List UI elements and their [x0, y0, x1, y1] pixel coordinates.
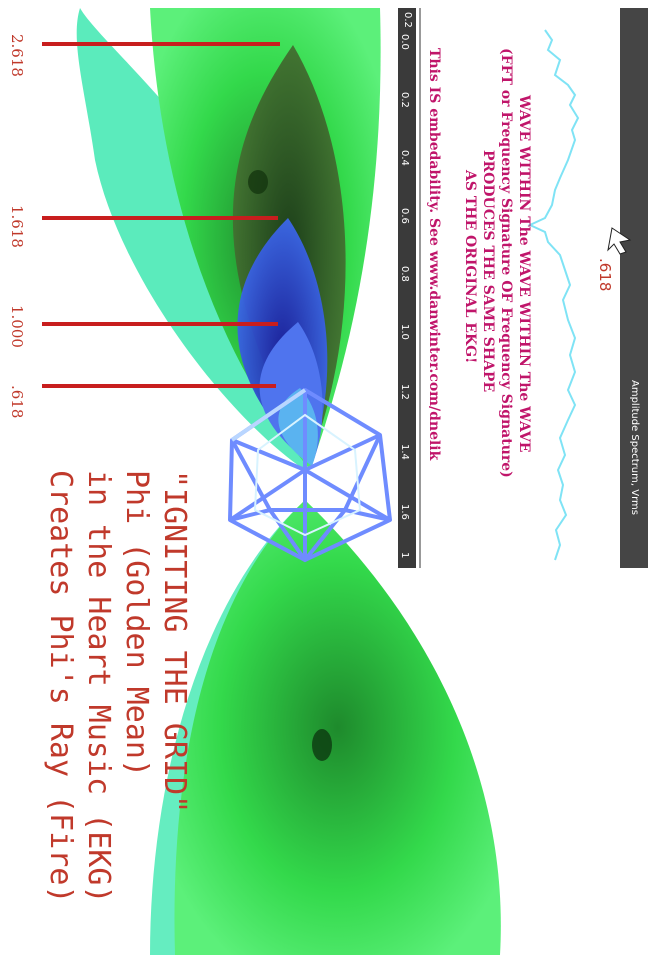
x-tick-5: 1.0	[399, 324, 410, 340]
y-tick-1: 0.1	[467, 12, 478, 28]
lower-lobe-green	[174, 500, 501, 955]
x-tick-6: 1.2	[399, 384, 410, 400]
spectrum-trace	[527, 29, 580, 561]
ratio-label-0618: .618	[8, 385, 26, 418]
x-tick-8: 1.6	[399, 504, 410, 520]
x-tick-1: 0.2	[399, 92, 410, 108]
x-tick-3: 0.6	[399, 208, 410, 224]
x-tick-9: 1	[399, 552, 410, 558]
headline-line-4: Creates Phi's Ray (Fire)	[43, 470, 78, 903]
caption-line-4: AS THE ORIGINAL EKG!	[462, 169, 478, 363]
icosahedron-inner	[253, 413, 362, 537]
spectrum-plot-area	[416, 8, 620, 568]
spectrum-caption: WAVE WITHIN The WAVE WITHIN The WAVE (FF…	[426, 48, 532, 478]
x-tick-7: 1.4	[399, 444, 410, 460]
x-tick-4: 0.8	[399, 266, 410, 282]
y-tick-2: 0.0	[537, 12, 548, 28]
arrow-cursor-icon	[607, 227, 632, 255]
ratio-label-1618: 1.618	[8, 205, 26, 248]
peak-label: .618	[596, 258, 614, 291]
caption-line-5: This IS embedability. See www.danwinter.…	[426, 48, 442, 461]
headline-line-1: "IGNITING THE GRID"	[157, 470, 192, 813]
headline-line-2: Phi (Golden Mean)	[119, 470, 154, 777]
blue-lobe-small	[278, 388, 318, 466]
x-tick-2: 0.4	[399, 150, 410, 166]
x-tick-0: 0.0	[399, 34, 410, 50]
spectrum-frame-right	[620, 8, 648, 568]
headline-line-3: in the Heart Music (EKG)	[81, 470, 116, 903]
y-tick-4: 0.2	[402, 12, 413, 28]
caption-line-3: PRODUCES THE SAME SHAPE	[480, 150, 496, 392]
spectrum-panel: Amplitude Spectrum, Vrms 0.1 0.1 0.0 0.2…	[398, 8, 648, 568]
ratio-label-2618: 2.618	[8, 34, 26, 77]
lower-lobe-core	[312, 729, 332, 761]
y-tick-0: 0.1	[609, 12, 620, 28]
x-tick-labels: 0.0 0.2 0.4 0.6 0.8 1.0 1.2 1.4 1.6 1	[399, 34, 410, 558]
upper-lobe-core	[248, 170, 268, 194]
headline: "IGNITING THE GRID" Phi (Golden Mean) in…	[43, 470, 192, 903]
spectrum-title: Amplitude Spectrum, Vrms	[629, 380, 640, 515]
ratio-label-1000: 1.000	[8, 305, 26, 348]
spectrum-frame-top	[398, 8, 416, 568]
caption-line-2: (FFT or Frequency Signature OF Frequency…	[498, 48, 514, 478]
caption-line-1: WAVE WITHIN The WAVE WITHIN The WAVE	[516, 94, 532, 452]
